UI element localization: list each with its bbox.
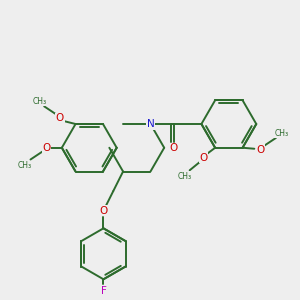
Text: CH₃: CH₃ [275,129,289,138]
Text: CH₃: CH₃ [32,97,46,106]
Text: O: O [256,145,264,155]
Text: F: F [100,286,106,296]
Text: N: N [147,119,154,129]
Text: O: O [99,206,108,216]
Text: CH₃: CH₃ [18,161,32,170]
Text: O: O [199,153,208,163]
Text: O: O [56,113,64,123]
Text: O: O [169,143,177,154]
Text: CH₃: CH₃ [178,172,192,181]
Text: O: O [42,143,50,153]
